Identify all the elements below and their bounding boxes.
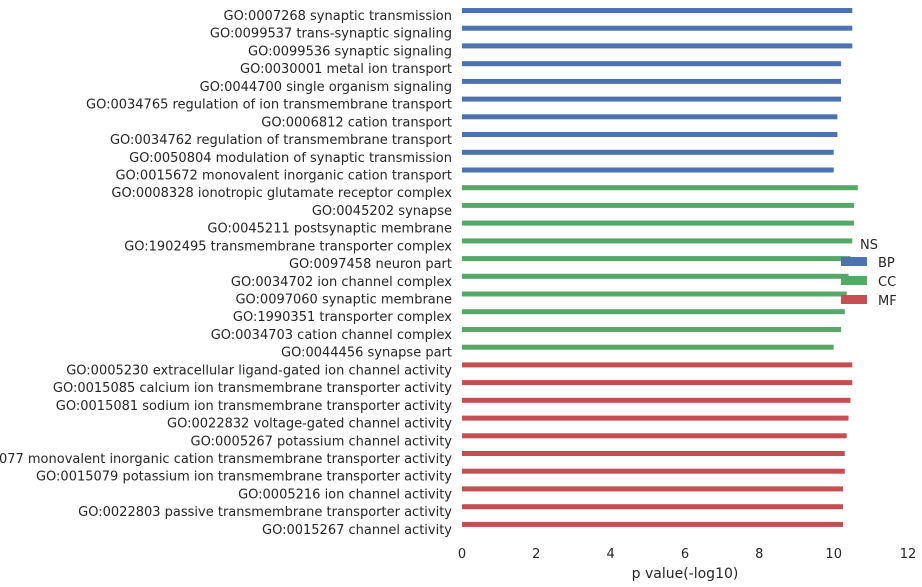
bar-bp bbox=[462, 61, 842, 67]
bar-bp bbox=[462, 78, 842, 84]
bar-cc bbox=[462, 291, 847, 297]
bar-mf bbox=[462, 521, 843, 527]
category-label: GO:0034762 regulation of transmembrane t… bbox=[110, 133, 452, 148]
bar-bp bbox=[462, 43, 853, 49]
bar-bp bbox=[462, 96, 842, 102]
category-label: GO:0044700 single organism signaling bbox=[200, 80, 452, 95]
bar-mf bbox=[462, 362, 853, 368]
bar-cc bbox=[462, 344, 834, 350]
bar-bp bbox=[462, 114, 838, 120]
x-tick-label: 10 bbox=[825, 547, 842, 562]
category-label: GO:0044456 synapse part bbox=[281, 346, 452, 361]
bar-mf bbox=[462, 380, 853, 386]
bar-group bbox=[462, 8, 858, 527]
x-tick-label: 2 bbox=[532, 547, 540, 562]
bar-cc bbox=[462, 327, 842, 332]
bar-mf bbox=[462, 468, 845, 474]
category-label: GO:0097060 synaptic membrane bbox=[235, 293, 452, 308]
category-label: GO:0015079 potassium ion transmembrane t… bbox=[36, 470, 452, 485]
bar-bp bbox=[462, 8, 853, 13]
category-label: GO:1902495 transmembrane transporter com… bbox=[124, 239, 452, 254]
x-tick-label: 6 bbox=[681, 547, 689, 562]
category-label: GO:0034765 regulation of ion transmembra… bbox=[86, 98, 452, 113]
category-label: GO:0005267 potassium channel activity bbox=[191, 434, 453, 449]
bar-cc bbox=[462, 238, 853, 244]
bar-cc bbox=[462, 256, 851, 262]
category-label: GO:0015672 monovalent inorganic cation t… bbox=[115, 169, 452, 184]
x-tick-label: 0 bbox=[458, 547, 466, 562]
category-label: GO:0099536 synaptic signaling bbox=[248, 44, 452, 59]
bar-mf bbox=[462, 486, 843, 492]
bar-bp bbox=[462, 149, 834, 155]
category-label: GO:0099537 trans-synaptic signaling bbox=[210, 27, 452, 42]
category-label: GO:1990351 transporter complex bbox=[233, 310, 452, 325]
category-label: GO:0007268 synaptic transmission bbox=[224, 9, 452, 24]
legend-swatch-mf bbox=[841, 295, 867, 304]
category-label: GO:0034702 ion channel complex bbox=[231, 275, 452, 290]
category-label: GO:0005216 ion channel activity bbox=[238, 487, 452, 502]
category-label: GO:0015081 sodium ion transmembrane tran… bbox=[56, 399, 452, 414]
bar-mf bbox=[462, 451, 845, 456]
bar-bp bbox=[462, 167, 834, 173]
bar-cc bbox=[462, 185, 858, 191]
legend-title: NS bbox=[860, 238, 878, 253]
legend-swatch-cc bbox=[841, 276, 867, 285]
category-label: GO:0050804 modulation of synaptic transm… bbox=[129, 151, 452, 166]
bar-mf bbox=[462, 504, 843, 510]
legend-swatch-bp bbox=[841, 257, 867, 266]
category-label: GO:0022832 voltage-gated channel activit… bbox=[167, 417, 452, 432]
category-label: GO:0008328 ionotropic glutamate receptor… bbox=[111, 186, 452, 201]
bar-cc bbox=[462, 309, 845, 315]
legend: NS BP CC MF bbox=[841, 238, 897, 309]
bar-cc bbox=[462, 220, 855, 226]
category-label: GO:0097458 neuron part bbox=[289, 257, 452, 272]
x-axis-ticks: 0 2 4 6 8 10 12 bbox=[458, 547, 916, 562]
bar-bp bbox=[462, 132, 838, 137]
x-tick-label: 12 bbox=[900, 547, 917, 562]
x-tick-label: 4 bbox=[607, 547, 615, 562]
category-labels: GO:0007268 synaptic transmission GO:00995… bbox=[0, 9, 452, 538]
category-label: GO:0045211 postsynaptic membrane bbox=[207, 222, 452, 237]
category-label: GO:0006812 cation transport bbox=[261, 115, 452, 130]
category-label: GO:0030001 metal ion transport bbox=[240, 62, 452, 77]
category-label: GO:0045202 synapse bbox=[312, 204, 452, 219]
x-tick-label: 8 bbox=[755, 547, 763, 562]
category-label: GO:0015077 monovalent inorganic cation t… bbox=[0, 452, 452, 467]
category-label: GO:0034703 cation channel complex bbox=[211, 328, 453, 343]
legend-label-bp: BP bbox=[878, 256, 895, 271]
legend-label-cc: CC bbox=[878, 275, 896, 290]
category-label: GO:0005230 extracellular ligand-gated io… bbox=[66, 363, 452, 378]
bar-cc bbox=[462, 202, 855, 208]
x-axis-title: p value(-log10) bbox=[632, 566, 739, 582]
bar-cc bbox=[462, 273, 849, 279]
category-label: GO:0022803 passive transmembrane transpo… bbox=[78, 505, 452, 520]
bar-bp bbox=[462, 25, 853, 31]
bar-mf bbox=[462, 397, 851, 403]
bar-mf bbox=[462, 415, 849, 421]
category-label: GO:0015085 calcium ion transmembrane tra… bbox=[53, 381, 452, 396]
category-label: GO:0015267 channel activity bbox=[262, 523, 452, 538]
bar-mf bbox=[462, 433, 847, 439]
legend-label-mf: MF bbox=[878, 294, 897, 309]
